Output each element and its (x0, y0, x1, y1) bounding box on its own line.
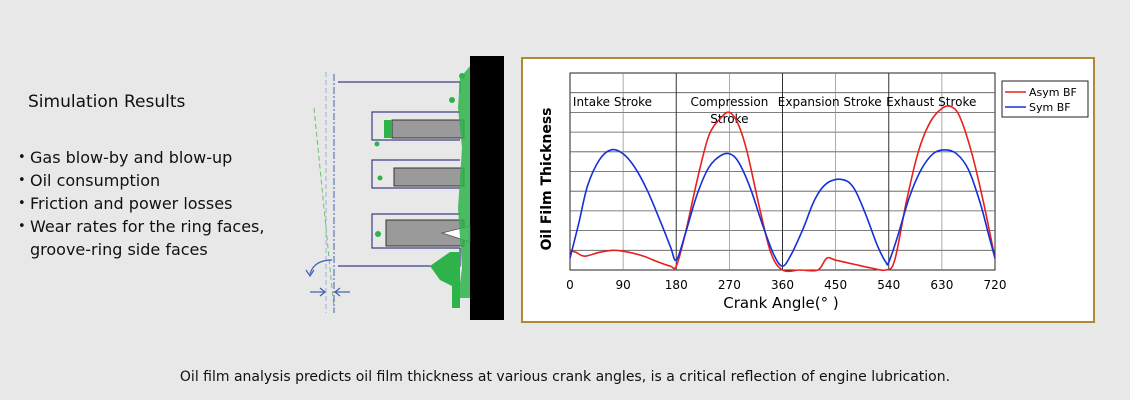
top-ring-green (384, 120, 392, 138)
x-tick-label: 540 (877, 278, 900, 292)
groove-second (371, 159, 460, 189)
legend-label-asym: Asym BF (1029, 86, 1077, 99)
x-tick-label: 0 (566, 278, 574, 292)
stroke-label: Intake Stroke (573, 95, 652, 109)
bullet-icon: • (18, 150, 26, 165)
x-tick-label: 450 (824, 278, 847, 292)
piston-skirt-support (430, 252, 460, 308)
tilt-line (313, 107, 335, 309)
stroke-label: Stroke (710, 112, 748, 126)
chart-legend: Asym BF Sym BF (1001, 80, 1089, 118)
arrow-head-icon (319, 287, 326, 297)
results-panel: Simulation Results • Gas blow-by and blow… (18, 92, 308, 261)
bullet-icon: • (18, 173, 26, 188)
list-item: • Friction and power losses (18, 194, 233, 213)
list-item: • Wear rates for the ring faces, groove-r… (18, 217, 265, 259)
arrow-head-icon (334, 287, 341, 297)
stroke-label: Exhaust Stroke (886, 95, 976, 109)
oil-droplet (374, 141, 380, 147)
x-tick-labels: 0 90 180 270 360 450 540 630 720 (566, 278, 1006, 292)
chart-grid (569, 72, 996, 271)
oil-droplet (449, 97, 455, 103)
oil-droplet (377, 175, 383, 181)
groove-oil (371, 213, 460, 249)
x-axis-label: Crank Angle(° ) (723, 294, 838, 312)
chart-series (569, 105, 996, 273)
piston-outline (338, 81, 461, 93)
list-item: • Oil consumption (18, 171, 161, 190)
piston-ring-diagram (305, 56, 504, 320)
top-ring (391, 119, 465, 139)
stroke-label: Expansion Stroke (778, 95, 882, 109)
second-ring (393, 167, 465, 187)
oil-droplet (459, 73, 465, 79)
bullet-icon: • (18, 196, 26, 211)
series-line-asym-bf (569, 105, 996, 273)
oil-droplet (375, 231, 381, 237)
bullet-icon: • (18, 219, 26, 234)
y-axis-label: Oil Film Thickness (539, 107, 555, 250)
oil-film-chart: Intake Stroke Compression Stroke Expansion … (521, 57, 1095, 323)
stroke-labels: Intake Stroke Compression Stroke Expansion … (573, 95, 976, 126)
list-item: • Gas blow-by and blow-up (18, 148, 233, 167)
rotation-arrow-icon (309, 259, 333, 275)
x-tick-label: 180 (665, 278, 688, 292)
legend-box (1001, 80, 1089, 118)
oil-film (458, 66, 470, 298)
cylinder-wall (470, 56, 504, 320)
x-tick-label: 360 (771, 278, 794, 292)
chart-canvas: Intake Stroke Compression Stroke Expansion … (539, 72, 1089, 312)
caption: Oil film analysis predicts oil film thic… (179, 369, 951, 385)
series-line-sym-bf (569, 148, 996, 267)
groove-top (371, 111, 460, 141)
x-tick-label: 270 (718, 278, 741, 292)
stroke-label: Compression (690, 95, 768, 109)
arrow-head-icon (305, 269, 315, 278)
x-tick-label: 720 (984, 278, 1007, 292)
results-list: • Gas blow-by and blow-up • Oil consumptio… (18, 146, 308, 261)
legend-label-sym: Sym BF (1029, 101, 1071, 114)
x-tick-label: 90 (615, 278, 630, 292)
results-title: Simulation Results (28, 92, 186, 112)
x-tick-label: 630 (930, 278, 953, 292)
